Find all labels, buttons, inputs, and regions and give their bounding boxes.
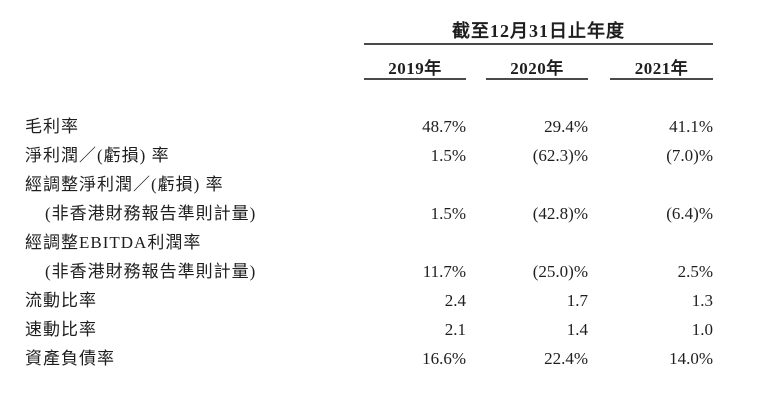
cell-2020: 1.7 <box>566 291 588 310</box>
year-underline-2019 <box>364 78 466 80</box>
row-label: 經調整淨利潤／(虧損) 率 <box>25 175 224 194</box>
cell-2021: 1.0 <box>691 320 713 339</box>
table-row-adjusted-ebitda-margin-values: (非香港財務報告準則計量) 11.7% (25.0)% 2.5% <box>0 257 784 286</box>
table-row-adjusted-ebitda-margin-title: 經調整EBITDA利潤率 <box>0 228 784 257</box>
cell-2019: 2.1 <box>444 320 466 339</box>
table-body: 毛利率 48.7% 29.4% 41.1% 淨利潤／(虧損) 率 1.5% (6… <box>0 112 784 373</box>
row-label: (非香港財務報告準則計量) <box>45 262 257 281</box>
cell-2020: 1.4 <box>566 320 588 339</box>
table-row-adjusted-net-profit-margin-values: (非香港財務報告準則計量) 1.5% (42.8)% (6.4)% <box>0 199 784 228</box>
cell-2021: (6.4)% <box>666 204 713 223</box>
row-label: 速動比率 <box>25 320 97 339</box>
table-row-quick-ratio: 速動比率 2.1 1.4 1.0 <box>0 315 784 344</box>
row-label: 流動比率 <box>25 291 97 310</box>
cell-2021: 41.1% <box>669 117 713 136</box>
cell-2020: (25.0)% <box>532 262 588 281</box>
cell-2021: (7.0)% <box>666 146 713 165</box>
cell-2019: 2.4 <box>444 291 466 310</box>
year-header-2021: 2021年 <box>634 59 689 78</box>
table-row-gross-margin: 毛利率 48.7% 29.4% 41.1% <box>0 112 784 141</box>
row-label: 經調整EBITDA利潤率 <box>25 233 202 252</box>
cell-2021: 2.5% <box>677 262 713 281</box>
row-label: (非香港財務報告準則計量) <box>45 204 257 223</box>
year-underline-2021 <box>610 78 713 80</box>
row-label: 資產負債率 <box>25 349 115 368</box>
cell-2019: 11.7% <box>422 262 466 281</box>
year-header-2020: 2020年 <box>510 59 564 78</box>
cell-2020: (62.3)% <box>532 146 588 165</box>
table-row-current-ratio: 流動比率 2.4 1.7 1.3 <box>0 286 784 315</box>
row-label: 淨利潤／(虧損) 率 <box>25 146 170 165</box>
cell-2019: 48.7% <box>422 117 466 136</box>
cell-2021: 14.0% <box>669 349 713 368</box>
table-row-debt-to-asset-ratio: 資產負債率 16.6% 22.4% 14.0% <box>0 344 784 373</box>
cell-2020: 22.4% <box>544 349 588 368</box>
cell-2020: 29.4% <box>544 117 588 136</box>
cell-2019: 16.6% <box>422 349 466 368</box>
cell-2021: 1.3 <box>691 291 713 310</box>
year-header-2019: 2019年 <box>388 59 442 78</box>
row-label: 毛利率 <box>25 117 79 136</box>
year-underline-2020 <box>486 78 588 80</box>
cell-2019: 1.5% <box>430 146 466 165</box>
period-header: 截至12月31日止年度 <box>452 21 625 41</box>
table-row-adjusted-net-profit-margin-title: 經調整淨利潤／(虧損) 率 <box>0 170 784 199</box>
cell-2019: 1.5% <box>430 204 466 223</box>
table-row-net-profit-margin: 淨利潤／(虧損) 率 1.5% (62.3)% (7.0)% <box>0 141 784 170</box>
cell-2020: (42.8)% <box>532 204 588 223</box>
period-header-rule <box>364 43 713 45</box>
